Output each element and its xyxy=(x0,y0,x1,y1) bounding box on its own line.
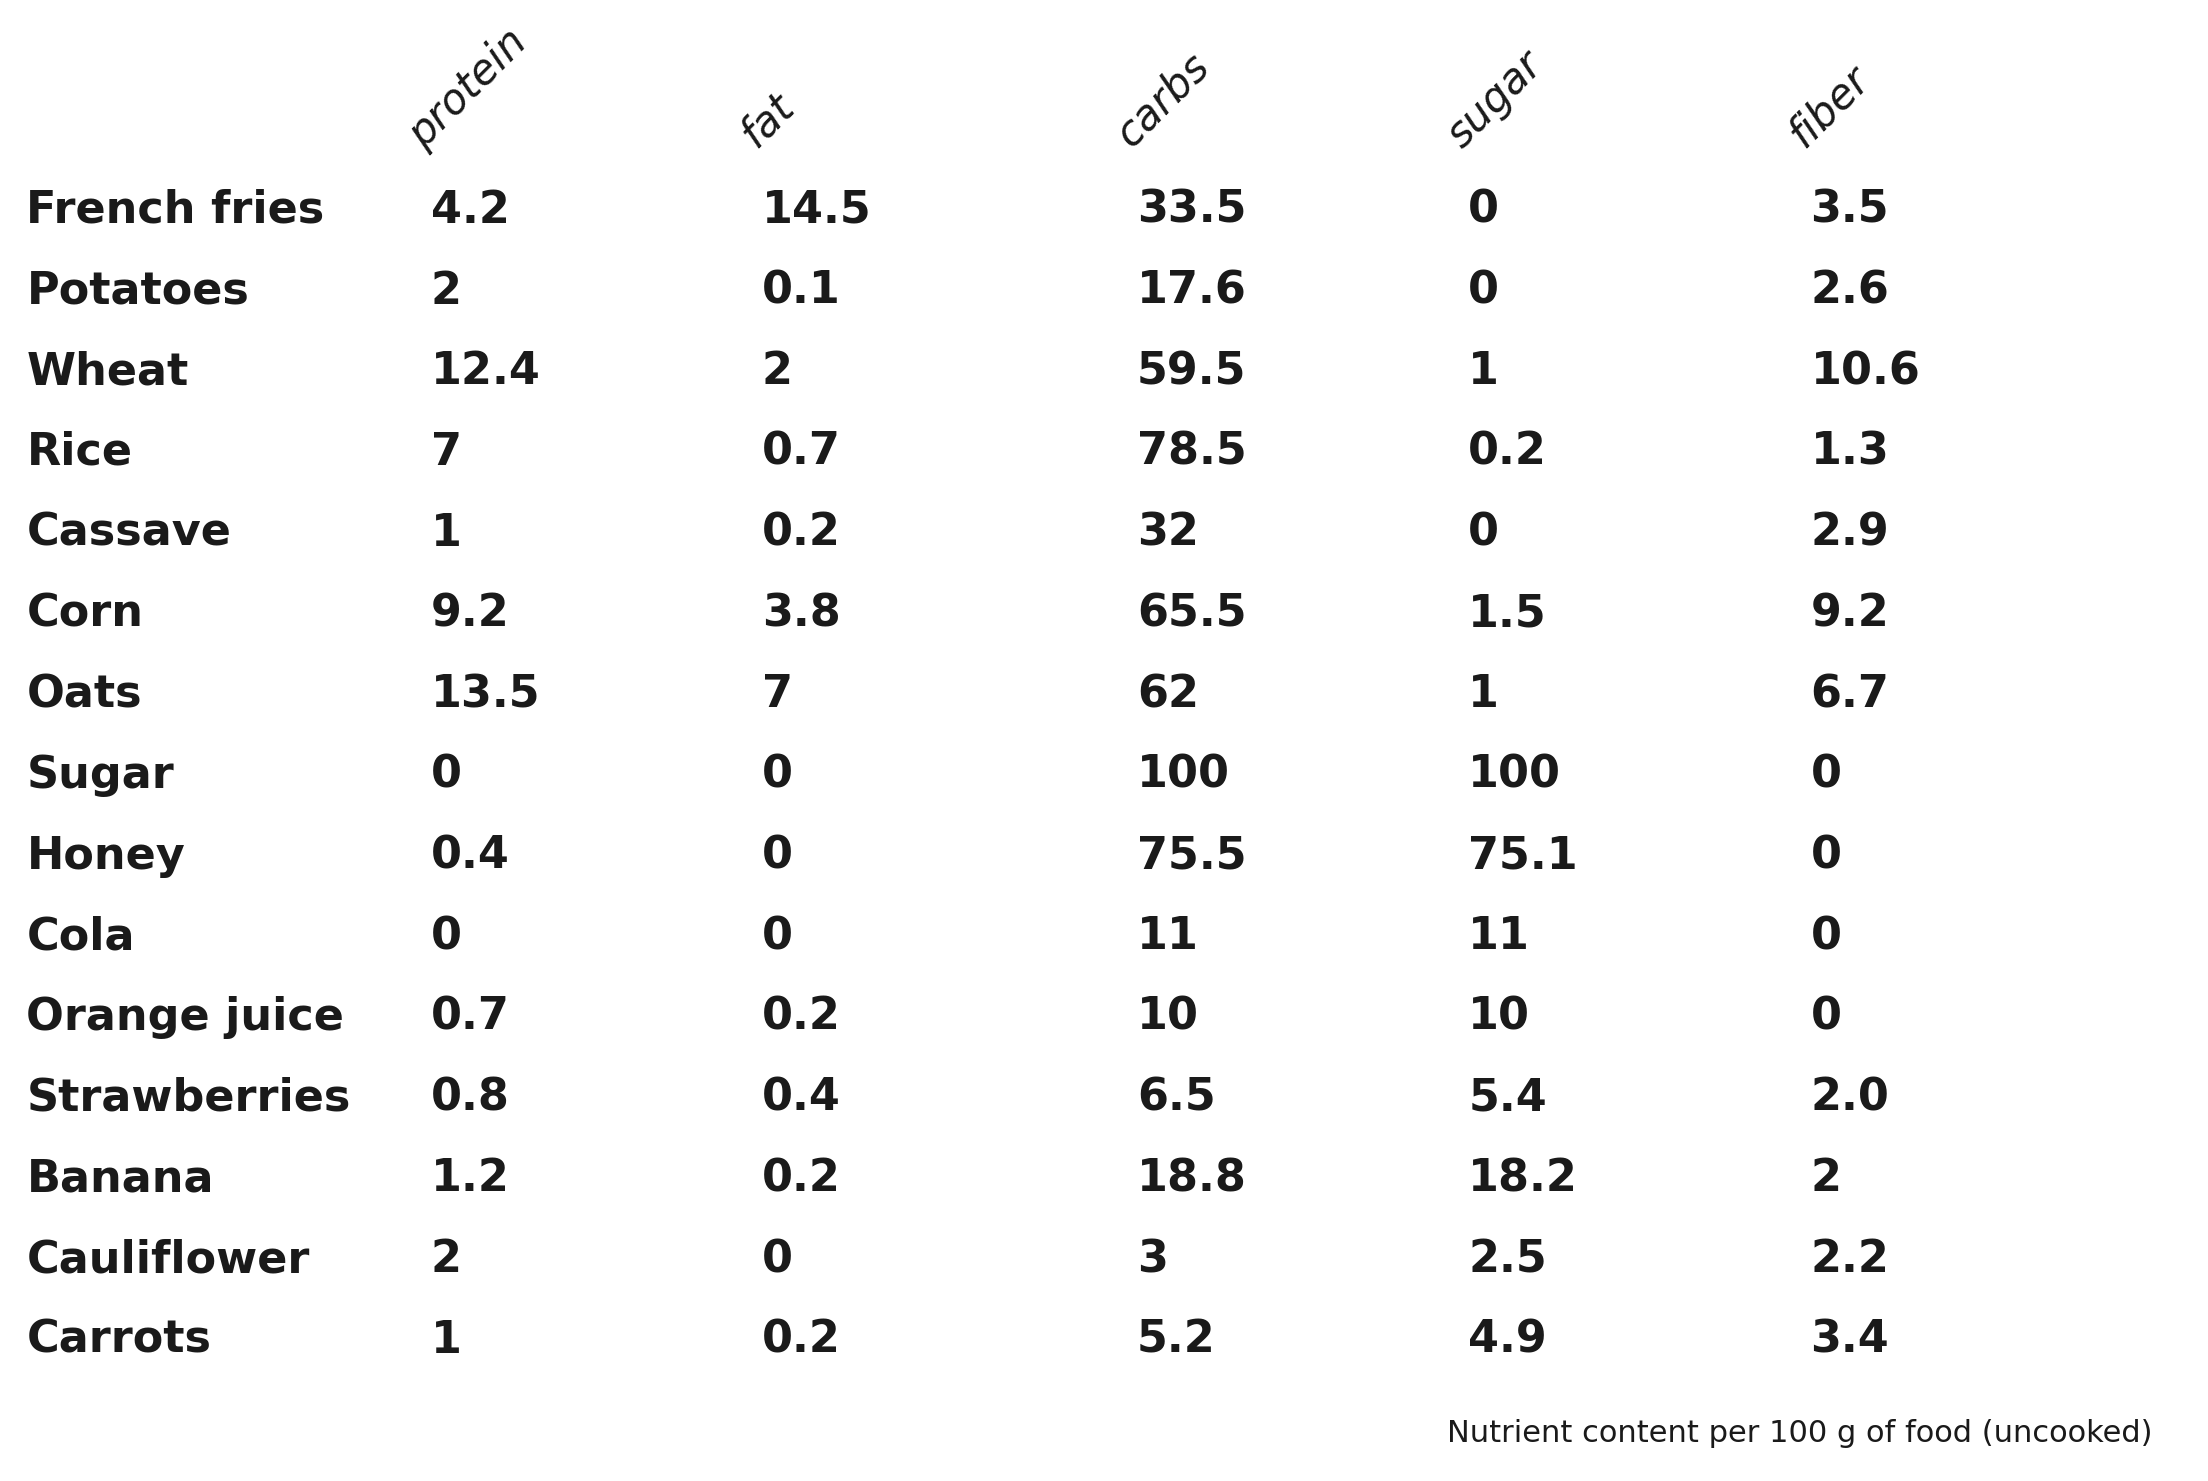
Text: 0: 0 xyxy=(762,834,793,878)
Text: 1: 1 xyxy=(1468,672,1499,717)
Text: 100: 100 xyxy=(1137,754,1230,797)
Text: protein: protein xyxy=(402,21,537,156)
Text: Strawberries: Strawberries xyxy=(26,1077,351,1120)
Text: 75.1: 75.1 xyxy=(1468,834,1579,878)
Text: 2: 2 xyxy=(431,1238,461,1281)
Text: Potatoes: Potatoes xyxy=(26,270,250,312)
Text: 0: 0 xyxy=(1468,270,1499,312)
Text: Wheat: Wheat xyxy=(26,350,188,394)
Text: 0.2: 0.2 xyxy=(762,1318,841,1363)
Text: 0.2: 0.2 xyxy=(762,995,841,1040)
Text: 0: 0 xyxy=(1811,834,1841,878)
Text: 0.4: 0.4 xyxy=(762,1077,841,1120)
Text: 33.5: 33.5 xyxy=(1137,188,1248,233)
Text: 2.2: 2.2 xyxy=(1811,1238,1890,1281)
Text: 7: 7 xyxy=(762,672,793,717)
Text: 0: 0 xyxy=(762,915,793,958)
Text: 5.4: 5.4 xyxy=(1468,1077,1548,1120)
Text: 13.5: 13.5 xyxy=(431,672,541,717)
Text: 75.5: 75.5 xyxy=(1137,834,1248,878)
Text: 0: 0 xyxy=(762,1238,793,1281)
Text: 10: 10 xyxy=(1468,995,1530,1040)
Text: 4.9: 4.9 xyxy=(1468,1318,1548,1363)
Text: Nutrient content per 100 g of food (uncooked): Nutrient content per 100 g of food (unco… xyxy=(1446,1419,2153,1448)
Text: 7: 7 xyxy=(431,431,461,474)
Text: 0: 0 xyxy=(431,915,461,958)
Text: fat: fat xyxy=(733,86,802,156)
Text: 2: 2 xyxy=(762,350,793,394)
Text: 0: 0 xyxy=(1811,995,1841,1040)
Text: carbs: carbs xyxy=(1108,46,1217,156)
Text: 0: 0 xyxy=(1811,915,1841,958)
Text: 1: 1 xyxy=(431,1318,461,1363)
Text: 9.2: 9.2 xyxy=(431,592,510,635)
Text: Carrots: Carrots xyxy=(26,1318,212,1363)
Text: 3.5: 3.5 xyxy=(1811,188,1890,233)
Text: 1.5: 1.5 xyxy=(1468,592,1548,635)
Text: 10: 10 xyxy=(1137,995,1199,1040)
Text: 78.5: 78.5 xyxy=(1137,431,1248,474)
Text: 2: 2 xyxy=(431,270,461,312)
Text: 0: 0 xyxy=(762,754,793,797)
Text: 2.0: 2.0 xyxy=(1811,1077,1890,1120)
Text: 14.5: 14.5 xyxy=(762,188,872,233)
Text: 0: 0 xyxy=(431,754,461,797)
Text: 10.6: 10.6 xyxy=(1811,350,1921,394)
Text: Cauliflower: Cauliflower xyxy=(26,1238,309,1281)
Text: Banana: Banana xyxy=(26,1157,214,1201)
Text: 1: 1 xyxy=(431,511,461,555)
Text: 65.5: 65.5 xyxy=(1137,592,1248,635)
Text: Rice: Rice xyxy=(26,431,132,474)
Text: 0.4: 0.4 xyxy=(431,834,510,878)
Text: 2: 2 xyxy=(1811,1157,1841,1201)
Text: 11: 11 xyxy=(1137,915,1199,958)
Text: 18.2: 18.2 xyxy=(1468,1157,1579,1201)
Text: Oats: Oats xyxy=(26,672,141,717)
Text: 0.2: 0.2 xyxy=(762,1157,841,1201)
Text: 3: 3 xyxy=(1137,1238,1168,1281)
Text: Cassave: Cassave xyxy=(26,511,232,555)
Text: 59.5: 59.5 xyxy=(1137,350,1248,394)
Text: 32: 32 xyxy=(1137,511,1199,555)
Text: 9.2: 9.2 xyxy=(1811,592,1890,635)
Text: 2.6: 2.6 xyxy=(1811,270,1890,312)
Text: 0: 0 xyxy=(1811,754,1841,797)
Text: sugar: sugar xyxy=(1440,43,1550,156)
Text: 3.4: 3.4 xyxy=(1811,1318,1890,1363)
Text: 0.7: 0.7 xyxy=(762,431,841,474)
Text: 0.1: 0.1 xyxy=(762,270,841,312)
Text: 62: 62 xyxy=(1137,672,1199,717)
Text: 0.2: 0.2 xyxy=(762,511,841,555)
Text: Corn: Corn xyxy=(26,592,144,635)
Text: 2.9: 2.9 xyxy=(1811,511,1890,555)
Text: 0: 0 xyxy=(1468,188,1499,233)
Text: 6.5: 6.5 xyxy=(1137,1077,1217,1120)
Text: 100: 100 xyxy=(1468,754,1561,797)
Text: 4.2: 4.2 xyxy=(431,188,510,233)
Text: 1.2: 1.2 xyxy=(431,1157,510,1201)
Text: Sugar: Sugar xyxy=(26,754,174,797)
Text: 1: 1 xyxy=(1468,350,1499,394)
Text: 11: 11 xyxy=(1468,915,1530,958)
Text: fiber: fiber xyxy=(1782,58,1879,156)
Text: 5.2: 5.2 xyxy=(1137,1318,1217,1363)
Text: 3.8: 3.8 xyxy=(762,592,841,635)
Text: Honey: Honey xyxy=(26,834,185,878)
Text: 0.2: 0.2 xyxy=(1468,431,1548,474)
Text: 0: 0 xyxy=(1468,511,1499,555)
Text: 0.8: 0.8 xyxy=(431,1077,510,1120)
Text: 18.8: 18.8 xyxy=(1137,1157,1248,1201)
Text: 2.5: 2.5 xyxy=(1468,1238,1548,1281)
Text: 12.4: 12.4 xyxy=(431,350,541,394)
Text: French fries: French fries xyxy=(26,188,325,233)
Text: 0.7: 0.7 xyxy=(431,995,510,1040)
Text: 1.3: 1.3 xyxy=(1811,431,1890,474)
Text: Cola: Cola xyxy=(26,915,135,958)
Text: Orange juice: Orange juice xyxy=(26,995,344,1040)
Text: 17.6: 17.6 xyxy=(1137,270,1248,312)
Text: 6.7: 6.7 xyxy=(1811,672,1890,717)
